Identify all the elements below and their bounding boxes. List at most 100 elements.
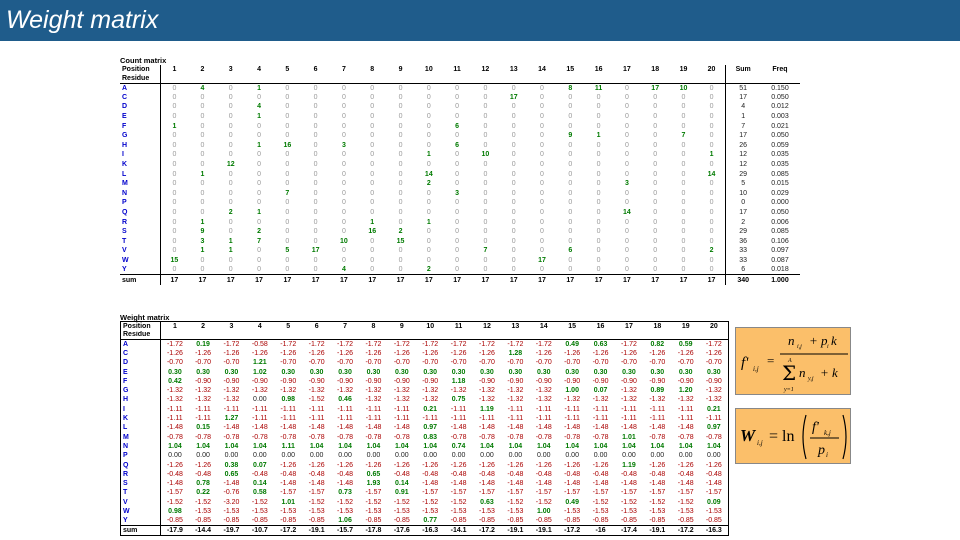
weight-cell: -1.53 xyxy=(422,507,439,515)
column-sum-cell: 17 xyxy=(386,274,415,285)
header-spacer xyxy=(641,74,670,84)
position-header: 20 xyxy=(707,66,716,73)
count-cell: 0 xyxy=(455,93,460,101)
header-spacer xyxy=(556,74,585,84)
weight-cell: 0.00 xyxy=(224,452,239,460)
position-header: 3 xyxy=(228,66,233,73)
count-matrix-title: Count matrix xyxy=(120,56,167,65)
count-cell: 0 xyxy=(455,266,460,274)
denominator-plus-k: + k xyxy=(820,365,838,380)
weight-cell: -1.11 xyxy=(195,415,211,423)
count-cell: 0 xyxy=(624,189,629,197)
weight-cell: -1.48 xyxy=(479,424,495,432)
position-header: 11 xyxy=(454,322,463,330)
count-cell: 0 xyxy=(426,122,431,130)
weight-cell: 1.04 xyxy=(309,442,324,450)
weight-cell: 0.49 xyxy=(565,498,579,506)
table-row: C 0 0 0 0 0 0 0 0 0 0 0 0 17 0 0 0 0 0 0 0 17 0.050 xyxy=(120,92,800,103)
weight-cell: -1.32 xyxy=(592,396,609,404)
table-row: D -0.70 -0.70 -0.70 1.21 -0.70 -0.70 -0.70 -0.70… xyxy=(120,358,729,368)
count-cell: 0 xyxy=(540,93,544,101)
position-header: 5 xyxy=(286,322,291,330)
weight-cell: -1.11 xyxy=(280,405,296,413)
weight-cell: -0.70 xyxy=(166,359,183,367)
count-cell: 4 xyxy=(341,266,346,274)
count-cell: 0 xyxy=(228,113,233,121)
count-cell: 0 xyxy=(483,93,488,101)
weight-cell: -1.11 xyxy=(308,415,325,423)
count-cell: 0 xyxy=(228,266,233,274)
count-cell: 0 xyxy=(341,247,346,255)
weight-cell: 1.04 xyxy=(593,442,608,450)
weight-cell: -1.32 xyxy=(166,396,183,404)
column-sum-cell: 17 xyxy=(414,274,443,285)
weight-cell: -0.70 xyxy=(479,359,495,367)
count-cell: 0 xyxy=(228,132,233,140)
count-cell: 0 xyxy=(709,266,714,274)
count-cell: 0 xyxy=(540,247,544,255)
weight-cell: 1.18 xyxy=(451,377,466,385)
count-cell: 1 xyxy=(426,218,431,226)
header-spacer xyxy=(442,74,472,84)
count-cell: 0 xyxy=(370,170,375,178)
weight-cell: -1.26 xyxy=(422,461,439,469)
weight-cell: -1.52 xyxy=(592,498,609,506)
count-cell: 0 xyxy=(709,122,714,130)
header-spacer xyxy=(471,74,500,84)
weight-cell: -1.72 xyxy=(507,340,524,348)
count-cell: 0 xyxy=(398,122,403,130)
header-spacer xyxy=(586,330,615,340)
weight-cell: -0.90 xyxy=(620,377,637,385)
column-sum-cell: -17.2 xyxy=(671,524,700,536)
count-cell: 0 xyxy=(540,161,544,169)
weight-cell: -1.11 xyxy=(365,405,382,413)
header-spacer xyxy=(759,74,800,84)
header-spacer xyxy=(386,74,415,84)
count-cell: 0 xyxy=(483,266,488,274)
count-cell: 0 xyxy=(398,247,403,255)
weight-cell: -0.70 xyxy=(195,359,212,367)
count-cell: 0 xyxy=(313,141,318,149)
weight-cell: -3.20 xyxy=(223,498,240,506)
position-header: 8 xyxy=(370,66,375,73)
residue-label: Y xyxy=(120,516,161,526)
weight-cell: -1.48 xyxy=(677,424,694,432)
weight-formula-box: W i,j = ln f' k,j p i xyxy=(735,408,851,464)
count-cell: 0 xyxy=(653,228,658,236)
count-cell: 0 xyxy=(257,132,261,140)
count-cell: 0 xyxy=(568,228,573,236)
weight-cell: -1.52 xyxy=(422,498,439,506)
weight-cell: -1.11 xyxy=(536,415,552,423)
count-cell: 17 xyxy=(651,84,660,92)
weight-cell: -1.26 xyxy=(479,349,495,357)
count-cell: 0 xyxy=(511,141,516,149)
column-sum-cell: 17 xyxy=(556,274,585,285)
weight-cell: 0.73 xyxy=(338,489,352,497)
weight-cell: 1.04 xyxy=(536,442,551,450)
weight-cell: -1.53 xyxy=(365,507,382,515)
weight-cell: -0.78 xyxy=(592,433,609,441)
weight-cell: -0.85 xyxy=(620,517,637,525)
count-cell: 0 xyxy=(511,103,516,111)
weight-cell: 1.04 xyxy=(565,442,579,450)
weight-cell: -1.11 xyxy=(621,415,637,423)
weight-cell: -0.90 xyxy=(677,377,694,385)
weight-cell: 0.00 xyxy=(707,452,721,460)
count-matrix: Count matrix Position 1 2 3 4 5 6 7 8 9 10 11 12 13 14… xyxy=(120,56,800,286)
weight-cell: -1.48 xyxy=(564,480,581,488)
table-row: C -1.26 -1.26 -1.26 -1.26 -1.26 -1.26 -1.26 -1.2… xyxy=(120,348,729,359)
weight-cell: -0.48 xyxy=(705,470,722,478)
weight-cell: -1.26 xyxy=(677,461,694,469)
table-row: V -1.52 -1.52 -3.20 -1.52 1.01 -1.52 -1.52 -1.52… xyxy=(120,497,729,507)
count-cell: 0 xyxy=(426,247,431,255)
table-row: N 0 0 0 0 7 0 0 0 0 0 3 0 0 0 0 0 0 0 0 0 10 0.029 xyxy=(120,188,800,199)
count-cell: 0 xyxy=(681,93,686,101)
count-cell: 6 xyxy=(455,122,460,130)
table-row: Q -1.26 -1.26 0.38 0.07 -1.26 -1.26 -1.26 -1.26 -… xyxy=(120,460,729,470)
corner-residue-label: Residue xyxy=(120,74,161,84)
weight-cell: -1.53 xyxy=(564,507,581,515)
count-cell: 8 xyxy=(568,84,573,92)
weight-cell: 1.04 xyxy=(196,442,210,450)
row-sum-cell: 5 xyxy=(725,178,760,189)
count-cell: 0 xyxy=(172,170,177,178)
